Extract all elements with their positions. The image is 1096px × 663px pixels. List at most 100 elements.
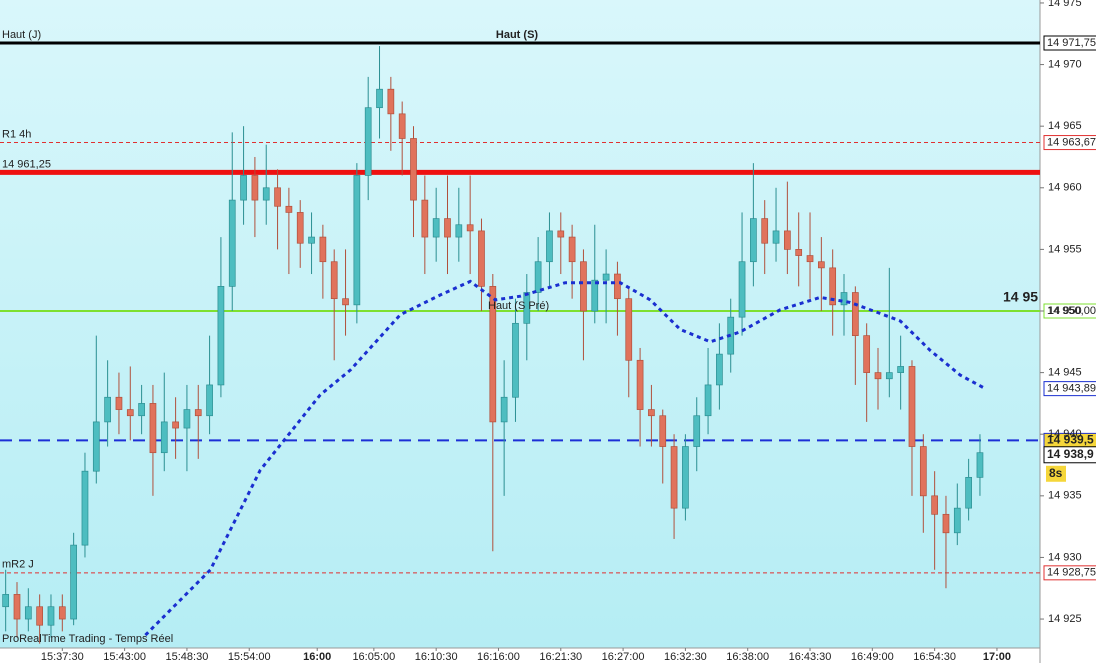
x-tick-label: 15:54:00 [228, 651, 271, 663]
countdown-label: 8s [1049, 466, 1063, 480]
candle-body [716, 353, 723, 386]
level-label: Haut (J) [2, 29, 41, 41]
candle-body [750, 218, 757, 263]
countdown-tag [1046, 465, 1066, 482]
candle-body [376, 88, 383, 109]
candle-body [319, 236, 327, 263]
y-tick-label: 14 955 [1048, 243, 1082, 255]
level-center-label: Haut (S) [496, 29, 539, 41]
candle-body [534, 261, 542, 293]
x-tick-label: 17:00 [983, 651, 1011, 663]
candle-body [942, 513, 950, 534]
candle-body [636, 359, 644, 410]
last-price-tag [1043, 446, 1096, 464]
candle-body [919, 446, 927, 497]
y-tick-label: 14 940 [1048, 428, 1082, 440]
candle-body [262, 187, 270, 201]
x-tick-label: 16:43:30 [789, 651, 832, 663]
x-tick-label: 15:37:30 [41, 651, 84, 663]
candle-body [274, 187, 281, 207]
candle-body [772, 230, 780, 244]
x-tick-label: 15:43:00 [103, 651, 146, 663]
candle-body [81, 470, 89, 546]
candle-body [795, 249, 803, 256]
candle-body [126, 409, 134, 417]
x-tick-label: 16:00 [303, 651, 331, 663]
candle-body [840, 292, 848, 306]
x-tick-label: 16:38:00 [726, 651, 769, 663]
y-tick-label: 14 935 [1048, 490, 1082, 502]
candle-body [138, 403, 145, 417]
y-tick-label: 14 925 [1048, 613, 1082, 625]
candle-body [104, 396, 111, 423]
price-tag-label: 14 928,75 [1047, 567, 1096, 579]
candle-body [908, 366, 916, 447]
candle-body [580, 261, 587, 312]
candle-body [444, 218, 451, 238]
candle-body [670, 446, 678, 509]
x-tick-label: 16:32:30 [664, 651, 707, 663]
candle-body [13, 594, 21, 620]
candle-body [885, 372, 893, 380]
level-label: 14 961,25 [2, 158, 51, 170]
price-tag [1043, 35, 1096, 51]
candle-body [863, 335, 871, 373]
candle-body [818, 261, 825, 269]
price-tag-label: 14 971,75 [1047, 37, 1096, 49]
candle-body [591, 279, 599, 312]
last-price-label: 14 938,9 [1047, 447, 1094, 461]
candle-body [602, 273, 610, 281]
candle-body [557, 230, 565, 238]
candle-body [353, 175, 361, 306]
y-tick-label: 14 975 [1048, 0, 1082, 9]
candle-body [92, 421, 100, 472]
candle-body [398, 113, 406, 139]
annotation: Haut (S Pré) [488, 300, 549, 312]
candle-body [784, 230, 791, 250]
candle-body [806, 255, 814, 263]
x-tick-label: 16:10:30 [415, 651, 458, 663]
x-tick-label: 16:16:00 [477, 651, 520, 663]
candle-body [70, 544, 77, 620]
candle-body [115, 396, 123, 410]
candle-body [240, 175, 247, 201]
overlay: Haut (J) Haut (S) 14 971,75 R1 4h 14 963,67 1… [2, 29, 1096, 581]
candle-body [160, 421, 168, 454]
candle-body [228, 199, 236, 287]
x-axis-area [0, 648, 1040, 663]
candle-body [24, 606, 32, 620]
candle-body [614, 273, 621, 300]
candle-body [625, 298, 633, 361]
candle-body [183, 409, 191, 429]
candle-body [36, 606, 44, 626]
y-tick-label: 14 965 [1048, 120, 1082, 132]
candle-body [648, 409, 655, 417]
price-tag-label: 14 963,67 [1047, 136, 1096, 148]
candle-body [330, 261, 338, 300]
candle-body [546, 230, 553, 263]
x-tick-label: 16:21:30 [539, 651, 582, 663]
y-tick-label: 14 945 [1048, 367, 1082, 379]
candle-body [421, 199, 429, 238]
x-tick-label: 16:54:30 [913, 651, 956, 663]
candle-body [296, 212, 304, 244]
moving-average [144, 279, 986, 637]
candle-body [466, 224, 474, 232]
candle-body [58, 606, 66, 620]
candle-body [342, 298, 349, 306]
x-tick-label: 16:05:00 [352, 651, 395, 663]
candle-body [410, 138, 417, 201]
candle-body [387, 88, 395, 115]
candle-body [965, 476, 972, 509]
price-tag-label: 14 943,89 [1047, 383, 1096, 395]
candle-body [693, 415, 701, 447]
candle-body [478, 230, 485, 287]
candle-body [432, 218, 440, 238]
candle-body [738, 261, 746, 318]
y-tick-label: 14 950 [1048, 305, 1082, 317]
candle-body [931, 495, 938, 515]
x-tick-label: 16:27:00 [602, 651, 645, 663]
footer: ProRealTime Trading - Temps Réel [2, 633, 173, 645]
